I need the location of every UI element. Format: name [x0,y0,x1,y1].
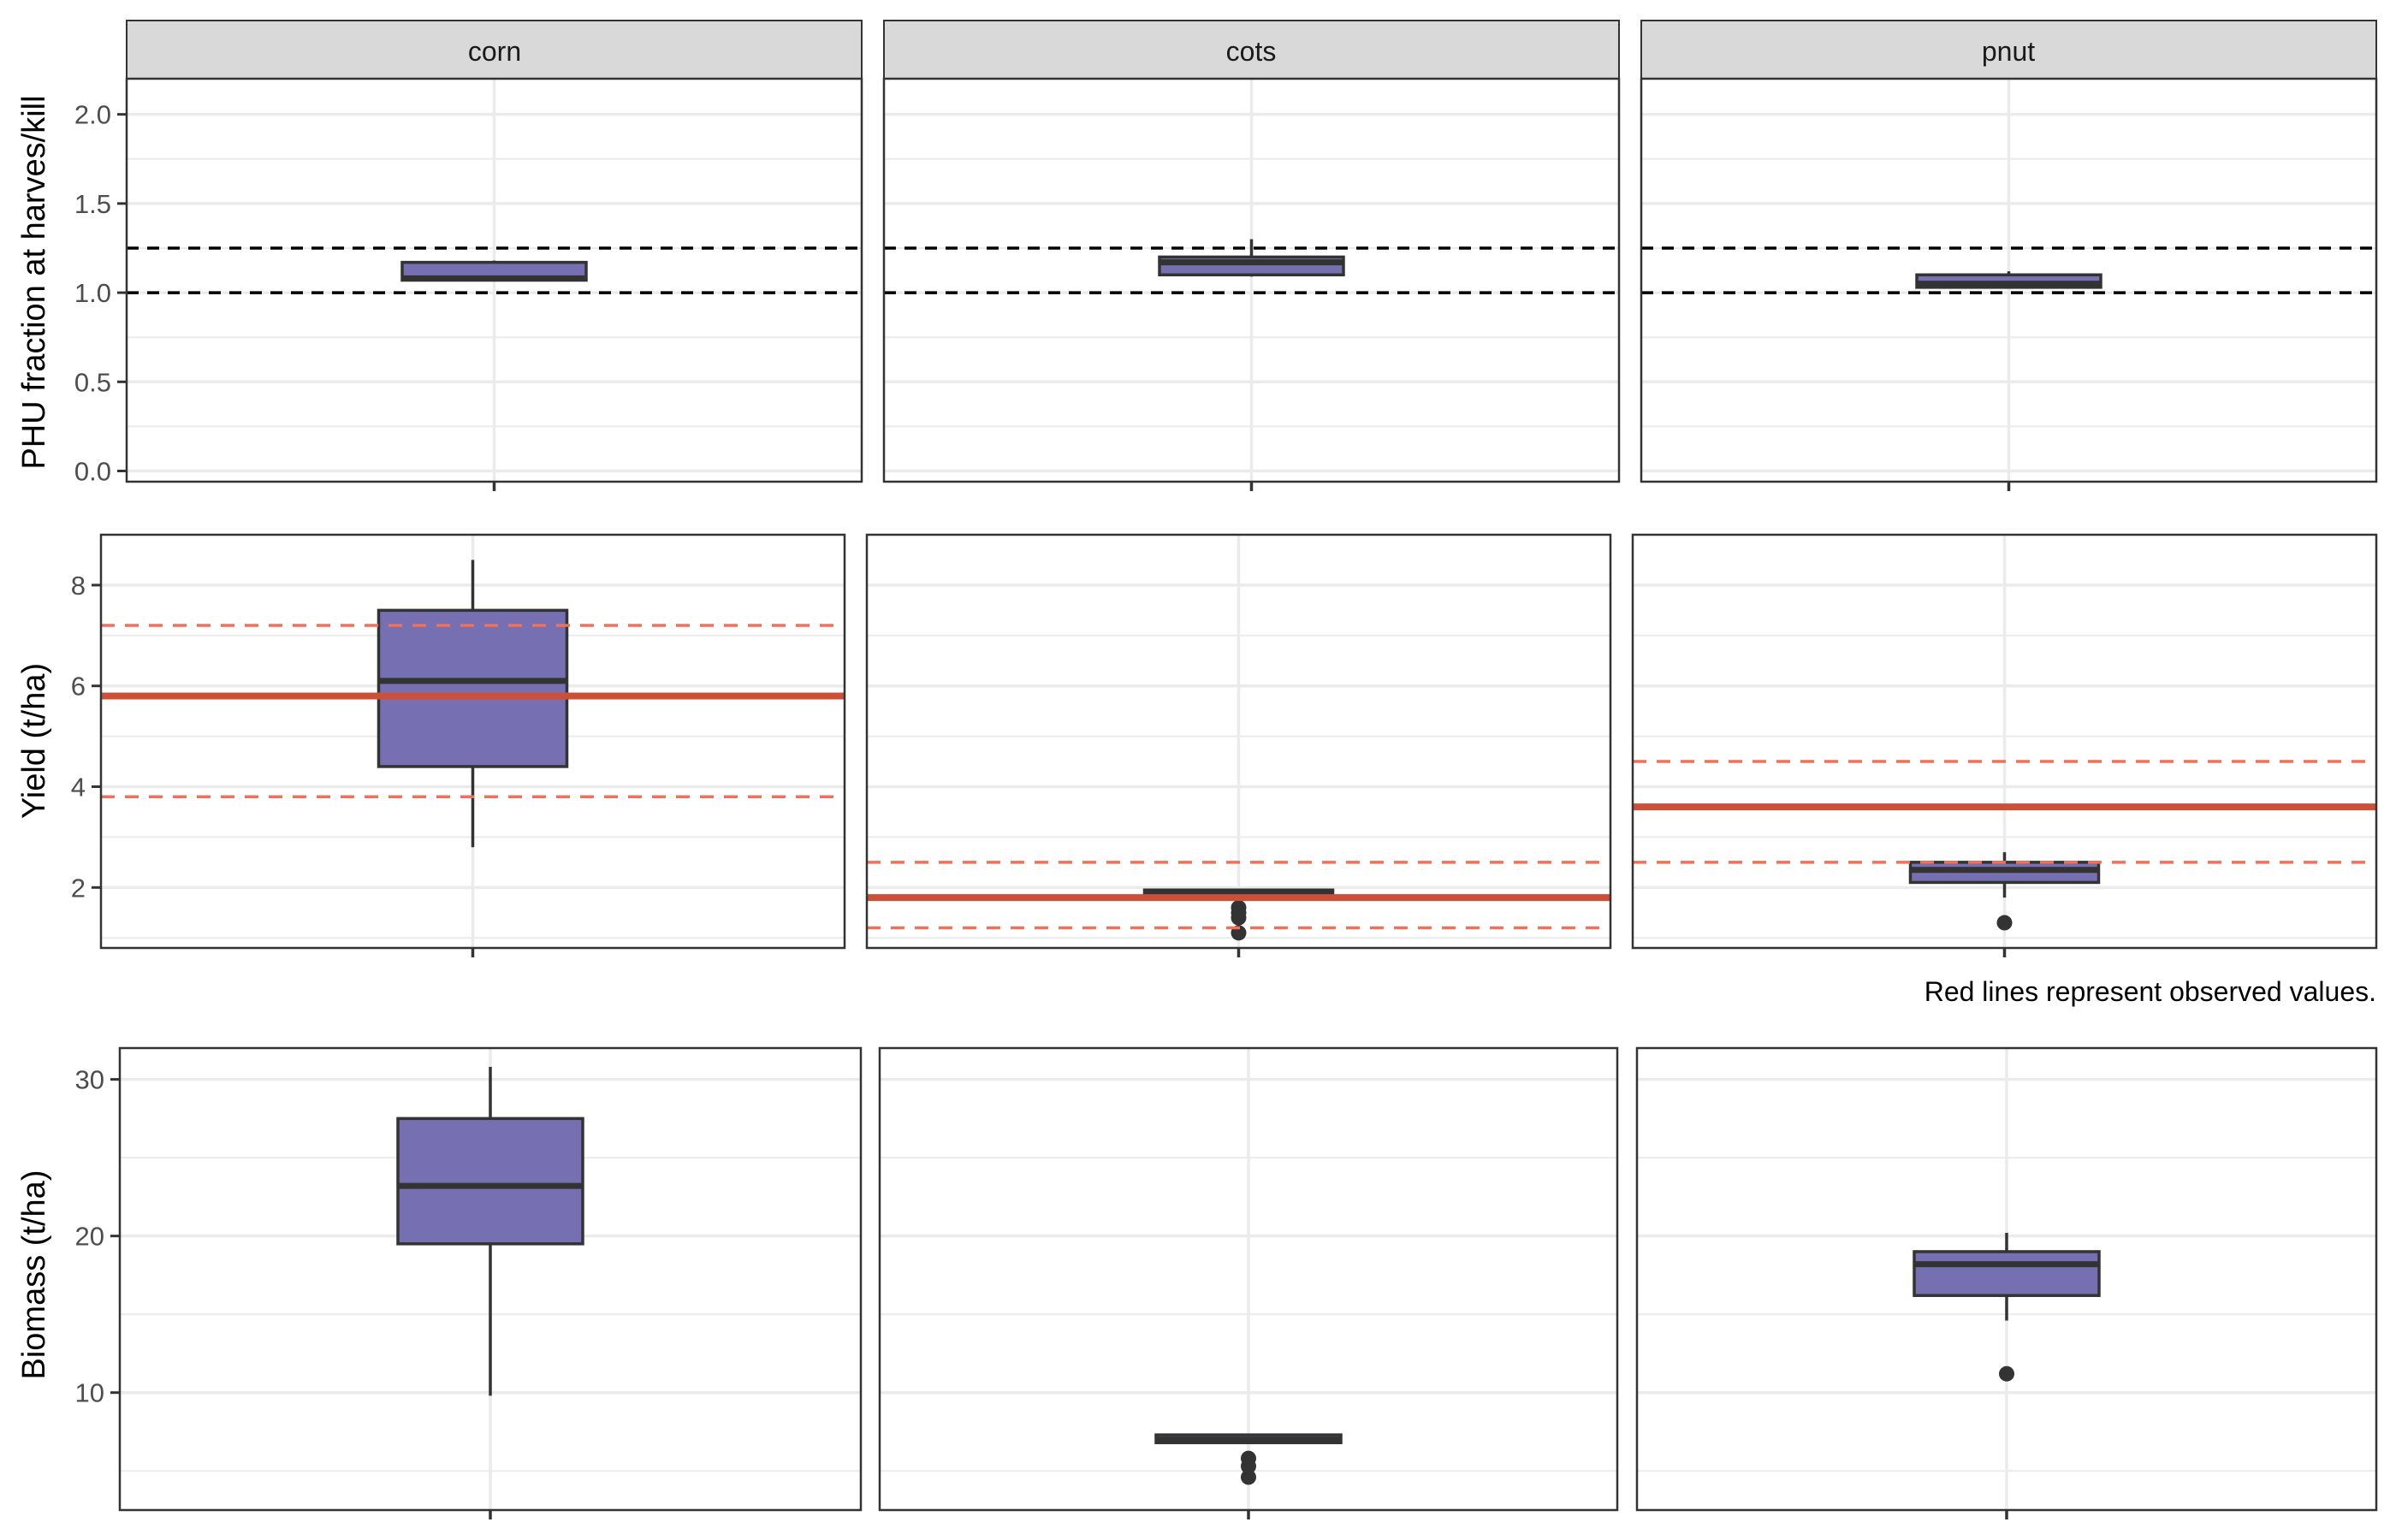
outlier-point-biomass-cots-2 [1241,1469,1256,1485]
y-tick-label-yield-0: 2 [71,873,86,903]
panel-biomass-pnut [1635,1046,2378,1519]
panel-biomass-cots [878,1046,1619,1519]
y-tick-label-yield-3: 8 [71,571,86,601]
y-tick-label-yield-1: 4 [71,773,86,803]
outlier-point-yield-cots-2 [1231,909,1247,926]
panel-yield-corn: 2 4 6 8 [71,533,846,957]
y-tick-label-phu-1: 0.5 [74,367,111,397]
y-tick-label-phu-0: 0.0 [74,456,111,486]
panel-phu-pnut [1640,77,2378,491]
panel-biomass-corn: 10 20 30 [75,1046,863,1519]
outlier-point-biomass-pnut-0 [1999,1365,2014,1382]
chart-caption: Red lines represent observed values. [1925,976,2376,1007]
y-tick-label-biomass-0: 10 [75,1378,104,1408]
box-biomass-corn [396,1116,584,1246]
panel-phu-corn: 0.0 0.5 1.0 1.5 2.0 [74,77,863,491]
strip-corn [126,20,863,80]
y-axis-title-biomass: Biomass (t/ha) [16,1170,52,1380]
panel-yield-pnut [1631,533,2378,957]
outlier-point-yield-pnut-0 [1996,915,2013,931]
y-tick-label-phu-4: 2.0 [74,100,111,130]
y-tick-label-biomass-2: 30 [75,1065,104,1095]
y-tick-label-yield-2: 6 [71,672,86,702]
strip-label-pnut: pnut [1982,36,2035,67]
strip-label-corn: corn [468,36,521,67]
strip-label-cots: cots [1226,36,1277,67]
box-biomass-pnut [1913,1250,2101,1297]
box-yield-corn [377,608,569,768]
outlier-point-biomass-cots-1 [1241,1458,1256,1474]
strip-pnut [1640,20,2377,80]
y-tick-label-phu-2: 1.0 [74,278,111,308]
y-axis-title-yield: Yield (t/ha) [16,663,52,819]
y-tick-label-biomass-1: 20 [75,1222,104,1252]
strip-cots [883,20,1620,80]
y-tick-label-phu-3: 1.5 [74,189,111,219]
panel-phu-cots [882,77,1621,491]
y-axis-title-phu: PHU fraction at harves/kill [16,95,52,469]
panel-yield-cots [865,533,1612,957]
